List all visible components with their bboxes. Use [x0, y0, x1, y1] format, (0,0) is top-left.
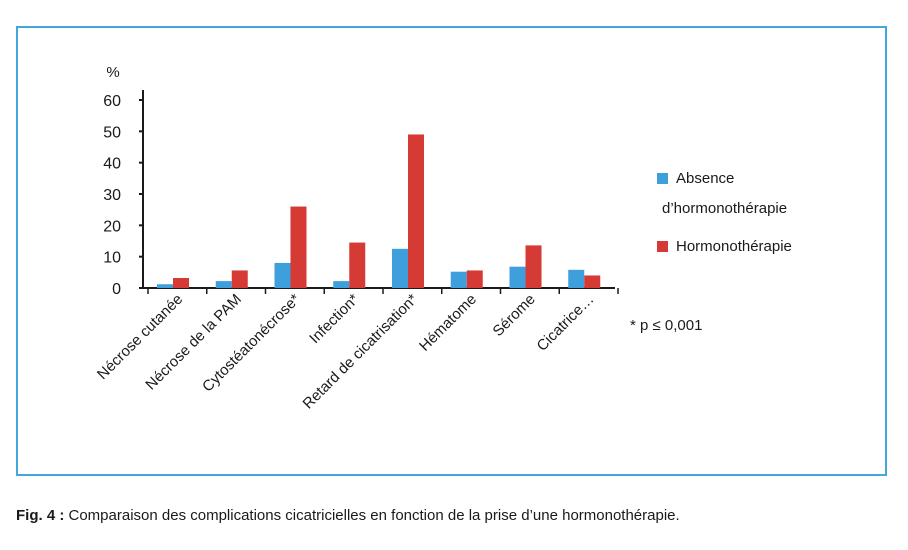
bar-absence: [509, 266, 526, 288]
bars: [157, 134, 601, 288]
x-tick-label: Hématome: [416, 291, 480, 355]
bar-absence: [274, 262, 291, 288]
y-tick-label: 0: [112, 281, 121, 298]
x-tick-label: Cytostéatonécrose*: [199, 291, 304, 396]
bar-hormonotherapie: [408, 134, 424, 288]
x-tick-label: Retard de cicatrisation*: [300, 291, 422, 413]
bar-absence: [568, 269, 585, 288]
y-tick-label: 20: [103, 218, 121, 235]
figure-frame: [16, 26, 887, 476]
bar-hormonotherapie: [525, 245, 542, 288]
bar-hormonotherapie: [290, 206, 307, 288]
bar-hormonotherapie: [584, 275, 601, 288]
bar-hormonotherapie: [466, 270, 483, 288]
x-tick-label: Infection*: [306, 291, 362, 347]
legend-label: Absence: [676, 170, 734, 187]
bar-hormonotherapie: [349, 242, 366, 288]
legend-label: Hormonothérapie: [676, 238, 792, 255]
caption-text: Comparaison des complications cicatricie…: [64, 507, 680, 524]
y-tick-label: 50: [103, 124, 121, 141]
x-tick-label: Cicatrice…: [534, 291, 598, 355]
bar-absence: [215, 281, 232, 288]
y-tick-label: 10: [103, 250, 121, 267]
bar-hormonotherapie: [173, 277, 189, 288]
y-tick-label: 60: [103, 93, 121, 110]
y-tick-label: 40: [103, 156, 121, 173]
significance-note: * p ≤ 0,001: [630, 317, 702, 334]
legend-label-line2: d’hormonothérapie: [662, 200, 787, 217]
bar-hormonotherapie: [231, 270, 248, 288]
x-ticks: [147, 288, 619, 294]
legend: Absence d’hormonothérapie Hormonothérapie: [657, 170, 792, 255]
y-ticks: 0 10 20 30 40 50 60: [103, 93, 143, 298]
legend-swatch: [657, 173, 668, 184]
figure-caption: Fig. 4 : Comparaison des complications c…: [16, 507, 680, 524]
bar-absence: [333, 281, 350, 288]
bar-absence: [392, 248, 408, 288]
bar-absence: [450, 271, 467, 288]
y-axis-unit-label: %: [106, 64, 119, 81]
y-tick-label: 30: [103, 187, 121, 204]
bar-absence: [157, 284, 173, 288]
x-tick-label: Sérome: [490, 291, 539, 340]
legend-swatch: [657, 241, 668, 252]
caption-label: Fig. 4 :: [16, 507, 65, 524]
